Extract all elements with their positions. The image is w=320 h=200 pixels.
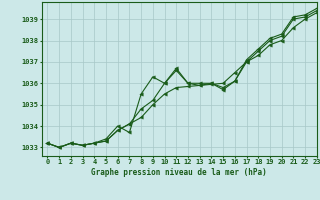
- X-axis label: Graphe pression niveau de la mer (hPa): Graphe pression niveau de la mer (hPa): [91, 168, 267, 177]
